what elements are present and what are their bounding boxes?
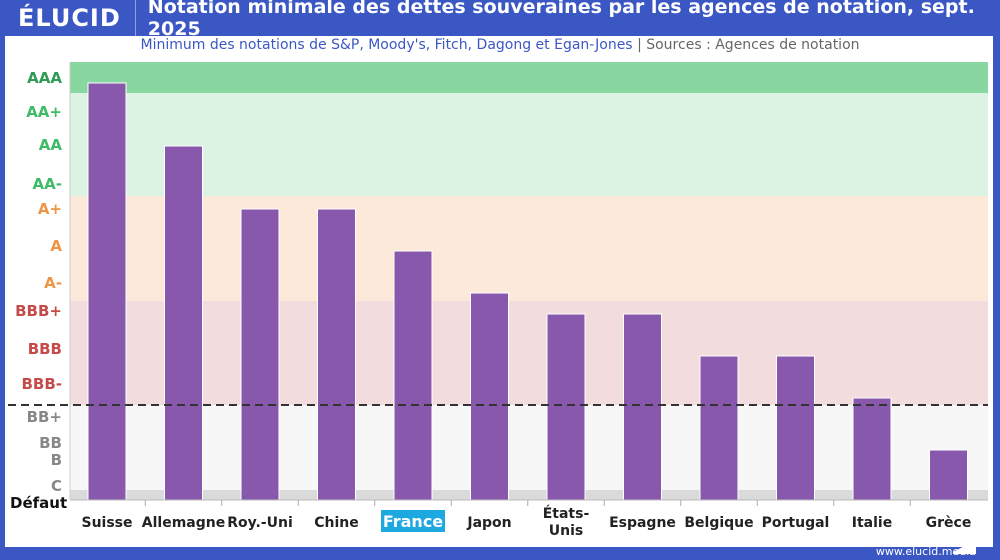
bar-États-Unis [546,313,586,501]
y-tick-label: AA [39,136,63,154]
sources: Sources : Agences de notation [646,37,860,53]
y-tick-label: BBB [28,340,62,358]
header: ÉLUCID Notation minimale des dettes souv… [0,0,1000,40]
bar-Grèce [929,449,968,501]
x-tick-label: Italie [852,515,892,531]
x-tick-label: Suisse [81,515,132,531]
x-tick-label: Belgique [684,515,753,531]
y-tick-label: A [50,237,62,255]
subtitle-line: Minimum des notations de S&P, Moody's, F… [0,37,1000,53]
y-tick-label: AA+ [26,103,62,121]
bar-Allemagne [164,145,203,501]
y-tick-label: A+ [38,200,62,218]
x-tick-label: Grèce [926,515,972,531]
x-tick-label: Espagne [609,515,676,531]
x-tick-label: Allemagne [142,515,225,531]
bar-Suisse [87,82,127,501]
band-AAA [70,62,988,93]
highlight-bg [381,510,445,532]
y-tick-label: B [51,451,62,469]
bar-Roy.-Uni [240,208,280,501]
y-tick-label: A- [44,274,62,292]
y-tick-label: BB [39,434,62,452]
x-tick-label: Japon [466,515,511,531]
band-default [70,490,988,500]
logo: ÉLUCID [0,0,136,36]
bar-Italie [852,397,892,501]
separator: | [637,37,642,53]
bar-France [393,250,433,501]
y-tick-label: AAA [27,69,62,87]
y-tick-label: BBB+ [15,302,62,320]
x-tick-label: Roy.-Uni [227,515,293,531]
x-tick-label: France [383,512,443,531]
band-A [70,196,988,301]
footer-url[interactable]: www.elucid.media [875,545,976,558]
bar-Belgique [699,355,739,501]
bar-Espagne [623,313,662,501]
bar-Chine [317,208,356,501]
y-tick-label: BB+ [27,408,62,426]
band-BBB [70,301,988,405]
y-tick-label: AA- [33,175,62,193]
band-speculative [70,405,988,490]
y-tick-label: C [51,477,62,495]
elucid-logo-mark [953,540,976,554]
y-tick-label: Défaut [10,494,67,512]
x-tick-label: Portugal [762,515,830,531]
chart-title: Notation minimale des dettes souveraines… [147,0,975,40]
bar-Japon [470,292,509,501]
y-tick-label: BBB- [21,375,62,393]
x-tick-label: Chine [314,515,359,531]
subtitle: Minimum des notations de S&P, Moody's, F… [140,37,633,53]
x-tick-label: Unis [549,523,583,539]
band-AA [70,93,988,196]
bar-Portugal [776,355,815,501]
x-tick-label: États- [543,505,590,522]
